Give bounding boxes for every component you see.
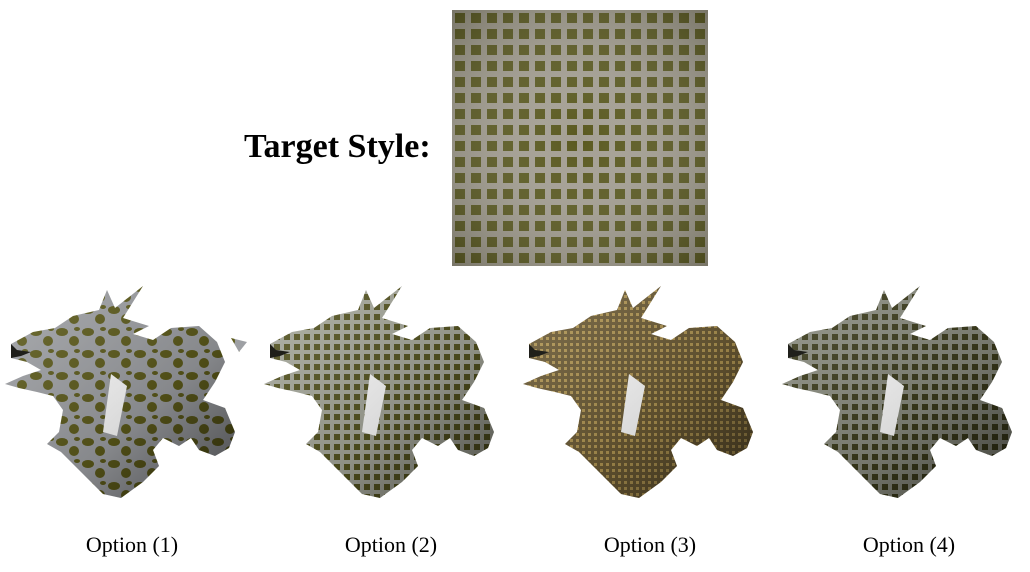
target-style-texture (452, 10, 708, 266)
option-3-label: Option (3) (603, 532, 697, 557)
option-1-label: Option (1) (85, 532, 179, 557)
option-4[interactable]: Option (4) (780, 282, 1030, 572)
dragon-render-option-4 (782, 286, 1012, 498)
target-style-label: Target Style: (244, 128, 431, 165)
dragon-render-option-1 (5, 286, 247, 498)
option-1[interactable]: Option (1) (3, 282, 261, 572)
option-4-label: Option (4) (862, 532, 956, 557)
dragon-render-option-3 (523, 286, 753, 498)
option-2-label: Option (2) (344, 532, 438, 557)
dragon-render-option-2 (264, 286, 494, 498)
option-3[interactable]: Option (3) (521, 282, 779, 572)
option-2[interactable]: Option (2) (262, 282, 520, 572)
